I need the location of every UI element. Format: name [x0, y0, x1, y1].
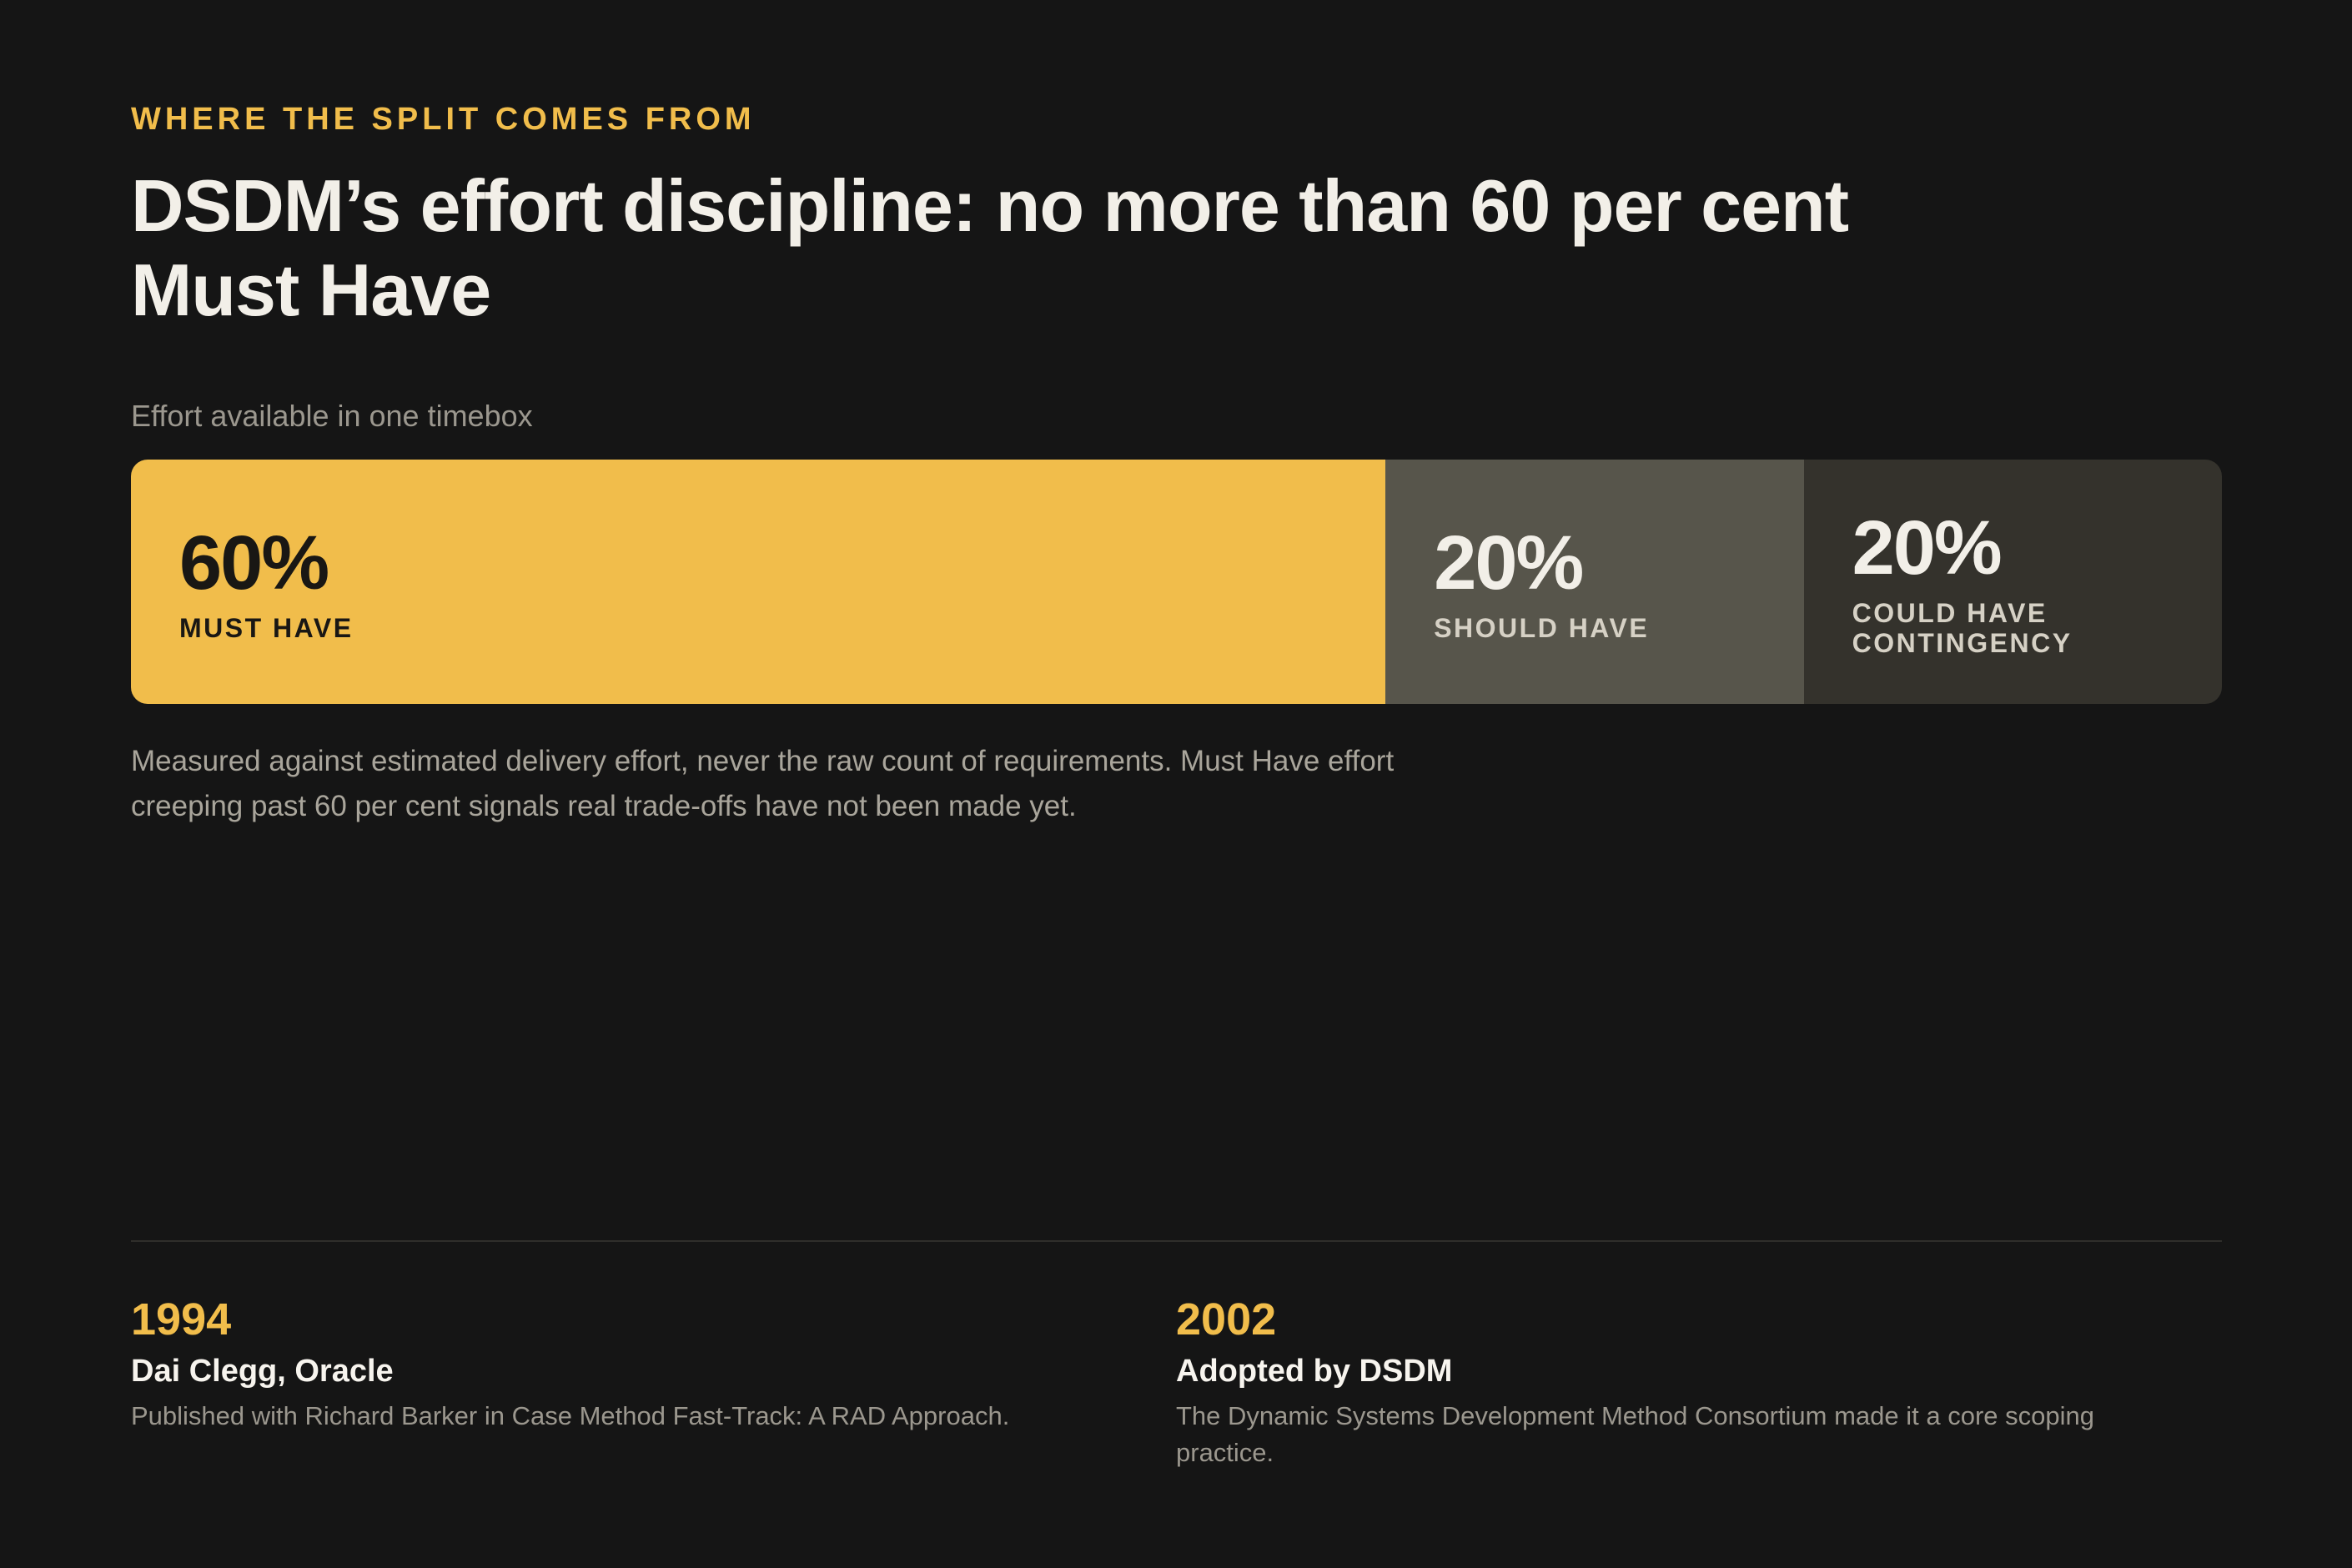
fact-1994: 1994 Dai Clegg, Oracle Published with Ri… [131, 1291, 1082, 1435]
bar-segment-could-have: 20% COULD HAVE CONTINGENCY [1803, 460, 2222, 704]
fact-title: Adopted by DSDM [1176, 1354, 1453, 1389]
fact-year: 1994 [131, 1294, 232, 1344]
segment-value-should-have: 20% [1434, 520, 1584, 606]
page-title: DSDM’s effort discipline: no more than 6… [131, 164, 1849, 331]
effort-stacked-bar: 60% MUST HAVE 20% SHOULD HAVE 20% COULD … [131, 460, 2222, 704]
segment-value-could-have: 20% [1852, 505, 2003, 591]
segment-label-should-have: SHOULD HAVE [1434, 612, 1650, 643]
divider [131, 1240, 2222, 1242]
chart-note: Measured against estimated delivery effo… [131, 745, 1395, 822]
segment-label-could-have: COULD HAVE CONTINGENCY [1852, 597, 2073, 658]
fact-year: 2002 [1176, 1294, 1277, 1344]
fact-description: Published with Richard Barker in Case Me… [131, 1401, 1010, 1430]
fact-title: Dai Clegg, Oracle [131, 1354, 394, 1389]
fact-2002: 2002 Adopted by DSDM The Dynamic Systems… [1176, 1291, 2127, 1471]
chart-subtitle: Effort available in one timebox [131, 399, 533, 433]
eyebrow: WHERE THE SPLIT COMES FROM [131, 102, 756, 137]
bar-segment-should-have: 20% SHOULD HAVE [1385, 460, 1804, 704]
segment-value-must-have: 60% [179, 520, 329, 606]
bar-segment-must-have: 60% MUST HAVE [131, 460, 1386, 704]
fact-description: The Dynamic Systems Development Method C… [1176, 1401, 2094, 1467]
page: WHERE THE SPLIT COMES FROM DSDM’s effort… [131, 0, 2222, 1568]
segment-label-must-have: MUST HAVE [179, 612, 354, 643]
